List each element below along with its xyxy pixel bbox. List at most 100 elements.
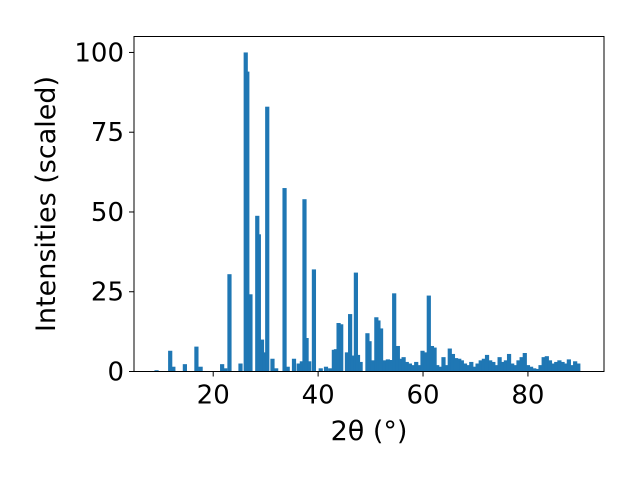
bar <box>459 360 464 372</box>
bar <box>398 358 403 372</box>
bar <box>367 341 372 372</box>
bar <box>503 360 509 372</box>
bar <box>348 314 353 372</box>
bar <box>551 363 556 372</box>
bar <box>478 360 483 372</box>
bar <box>557 360 562 372</box>
bar <box>323 366 329 372</box>
bar <box>554 361 559 372</box>
bar <box>407 363 413 372</box>
bar <box>220 364 225 372</box>
bar <box>472 366 477 372</box>
bar <box>336 323 341 372</box>
bar <box>333 349 339 372</box>
y-axis-ticks: 0 25 50 75 100 <box>74 38 134 388</box>
bar <box>475 363 480 372</box>
bar <box>462 363 468 372</box>
bar <box>484 354 490 372</box>
bar <box>429 345 435 372</box>
bar <box>262 352 267 372</box>
bar <box>563 363 568 372</box>
bar <box>573 361 578 372</box>
x-axis-label: 2θ (°) <box>331 416 408 447</box>
bar <box>265 106 270 372</box>
bar <box>450 353 456 372</box>
x-tick-label: 40 <box>302 381 335 411</box>
y-tick-label: 0 <box>107 358 124 388</box>
bar <box>420 350 425 372</box>
bar <box>401 357 406 372</box>
bar <box>395 345 400 372</box>
bar <box>274 368 279 372</box>
bar <box>525 365 531 372</box>
x-axis-ticks: 20 40 60 80 <box>197 371 544 411</box>
bar <box>538 365 543 372</box>
bar <box>154 370 159 372</box>
bar <box>544 356 549 372</box>
bar <box>457 358 462 372</box>
bar <box>291 358 297 372</box>
x-tick-label: 20 <box>197 381 230 411</box>
bar <box>245 71 250 372</box>
bar <box>168 350 173 372</box>
x-tick-label: 80 <box>511 381 544 411</box>
bar <box>171 366 176 372</box>
bar <box>497 357 502 372</box>
bar <box>311 269 317 372</box>
bar <box>259 339 265 372</box>
bar <box>481 358 486 372</box>
bar <box>307 361 312 372</box>
y-tick-label: 100 <box>74 38 124 68</box>
bar <box>528 366 534 372</box>
y-tick-label: 50 <box>91 198 124 228</box>
bar <box>435 365 440 372</box>
bar <box>444 365 449 372</box>
bar <box>516 360 521 372</box>
bar <box>491 361 496 372</box>
bar <box>344 352 350 372</box>
bar <box>296 363 301 372</box>
bar <box>388 360 394 372</box>
bar <box>535 368 540 372</box>
bar <box>453 358 459 372</box>
bar <box>404 361 409 372</box>
bar <box>576 363 581 372</box>
bar <box>432 347 437 372</box>
y-tick-label: 75 <box>91 118 124 148</box>
bar <box>506 353 512 372</box>
bar <box>304 338 309 372</box>
bar <box>238 363 243 372</box>
bar <box>227 274 232 372</box>
bar <box>466 365 471 372</box>
bar <box>510 363 515 372</box>
bar <box>423 352 428 372</box>
bar <box>299 361 304 372</box>
bar <box>378 328 384 372</box>
y-tick-label: 25 <box>91 278 124 308</box>
bar <box>256 234 261 372</box>
bar <box>426 295 431 372</box>
bar <box>569 365 575 372</box>
bar <box>248 294 253 372</box>
bar <box>194 346 199 372</box>
bar <box>302 199 307 372</box>
bar <box>519 357 524 372</box>
bar <box>370 360 375 372</box>
bar-group <box>154 52 581 372</box>
bar <box>339 324 344 372</box>
bar <box>353 272 358 372</box>
bar <box>513 365 518 372</box>
x-tick-label: 60 <box>406 381 439 411</box>
bar <box>438 366 443 372</box>
bar <box>382 360 387 372</box>
bar <box>328 368 333 372</box>
plot-frame <box>133 36 605 372</box>
bar <box>355 354 361 372</box>
bar <box>223 368 228 372</box>
bar <box>182 364 187 372</box>
bar <box>318 368 323 372</box>
bar <box>500 361 505 372</box>
bar <box>198 366 203 372</box>
bar <box>532 368 537 372</box>
bar <box>414 361 419 372</box>
